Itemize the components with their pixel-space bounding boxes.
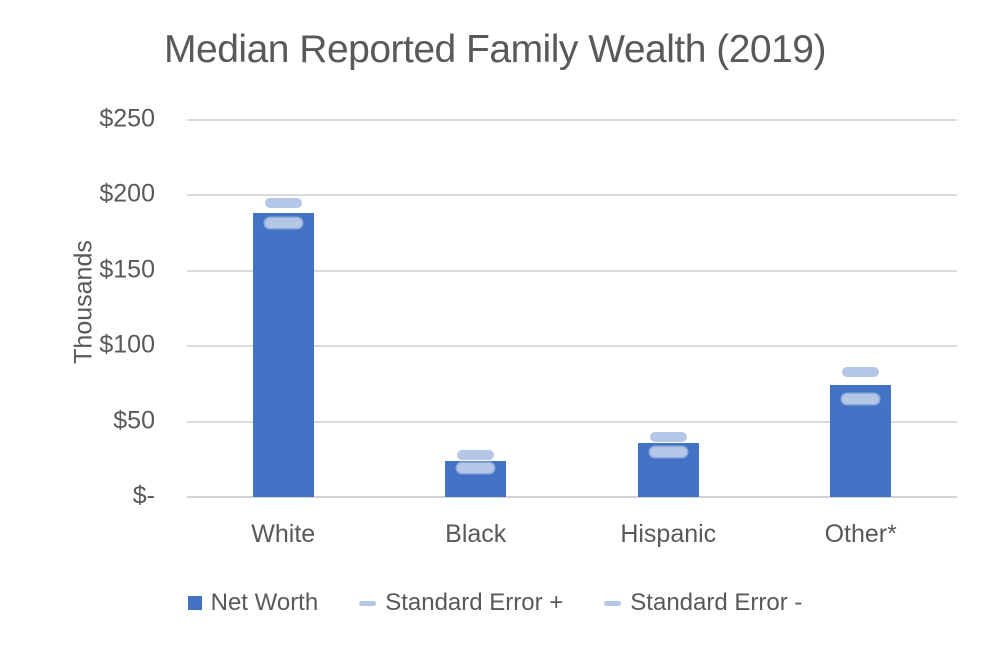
se-plus-marker-other: [842, 366, 880, 377]
gridline-250: [187, 119, 957, 121]
legend-label-standard-error-plus: Standard Error +: [385, 589, 564, 616]
y-tick-label-100: $100: [99, 330, 155, 359]
category-label-hispanic: Hispanic: [620, 520, 717, 548]
se-minus-marker-hispanic: [649, 446, 687, 457]
standard-error-plus-swatch-icon: [359, 600, 377, 606]
bar-other: [830, 385, 892, 497]
category-label-other: Other*: [824, 520, 897, 548]
net-worth-swatch-icon: [187, 596, 202, 610]
se-minus-marker-other: [842, 393, 880, 404]
bar-white: [252, 213, 314, 497]
se-minus-marker-white: [264, 217, 302, 228]
y-tick-label-200: $200: [99, 179, 155, 208]
y-tick-label-0: $-: [132, 481, 155, 510]
y-tick-label-50: $50: [113, 405, 155, 434]
y-tick-label-250: $250: [99, 104, 155, 133]
se-plus-marker-white: [264, 197, 302, 208]
legend-item-standard-error-plus: Standard Error +: [359, 589, 563, 617]
legend: Net Worth Standard Error + Standard Erro…: [0, 589, 990, 617]
category-label-white: White: [251, 520, 316, 548]
gridline-50: [187, 420, 957, 423]
gridline-0: [187, 496, 957, 498]
legend-label-net-worth: Net Worth: [210, 589, 319, 616]
se-plus-marker-black: [457, 449, 495, 460]
se-plus-marker-hispanic: [649, 431, 687, 442]
chart-title: Median Reported Family Wealth (2019): [164, 28, 826, 71]
se-minus-marker-black: [457, 463, 495, 474]
legend-item-net-worth: Net Worth: [187, 589, 319, 617]
category-label-black: Black: [445, 520, 507, 548]
y-axis-title-text: Thousands: [69, 240, 98, 364]
standard-error-minus-swatch-icon: [604, 600, 622, 606]
y-tick-label-150: $150: [99, 255, 155, 284]
legend-item-standard-error-minus: Standard Error -: [604, 589, 802, 617]
gridline-150: [187, 269, 957, 272]
legend-label-standard-error-minus: Standard Error -: [630, 589, 803, 616]
gridline-200: [187, 194, 957, 197]
gridline-100: [187, 345, 957, 348]
